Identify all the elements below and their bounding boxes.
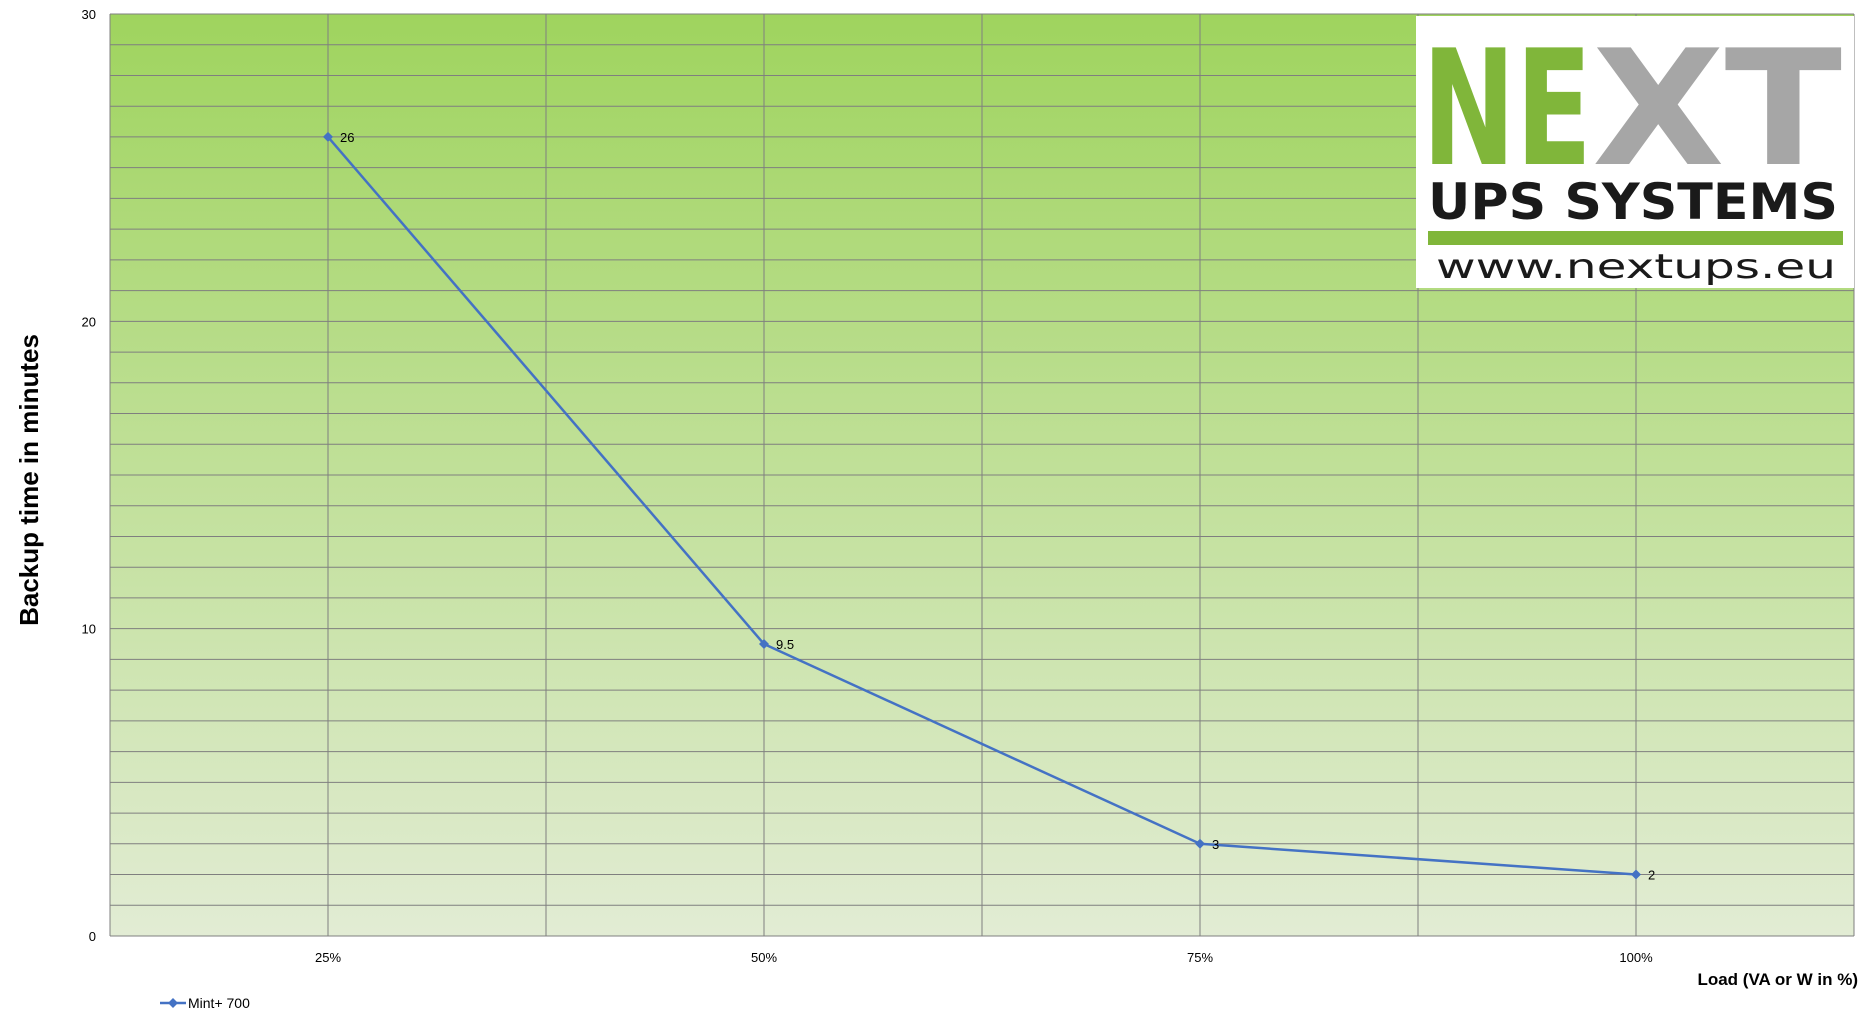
legend: Mint+ 700 — [160, 995, 250, 1011]
y-tick-label: 20 — [82, 314, 96, 329]
y-axis-title: Backup time in minutes — [14, 334, 44, 626]
legend-marker — [168, 998, 178, 1008]
x-tick-label: 25% — [315, 950, 341, 965]
data-label: 2 — [1648, 868, 1655, 883]
gridlines — [110, 13, 1855, 936]
data-point-marker — [323, 131, 333, 142]
series-line — [327, 136, 1637, 876]
logo-ups-systems: UPS SYSTEMS — [1428, 173, 1838, 231]
data-point-marker — [1195, 838, 1205, 849]
data-point-marker — [759, 639, 769, 650]
y-tick-label: 30 — [82, 7, 96, 22]
series-mint-700: 26 9.5 3 2 — [323, 130, 1655, 883]
x-tick-label: 50% — [751, 950, 777, 965]
x-axis-ticks: 25% 50% 75% 100% — [315, 950, 1653, 965]
x-axis-title: Load (VA or W in %) — [1697, 970, 1858, 989]
legend-label: Mint+ 700 — [188, 995, 250, 1011]
x-tick-label: 75% — [1187, 950, 1213, 965]
y-tick-label: 10 — [82, 622, 96, 637]
data-point-marker — [1631, 869, 1641, 880]
logo-letters-green: NE — [1422, 15, 1592, 202]
logo-website: www.nextups.eu — [1436, 247, 1836, 287]
x-tick-label: 100% — [1619, 950, 1653, 965]
logo-letters-gray: XT — [1592, 15, 1842, 202]
data-label: 26 — [340, 130, 354, 145]
data-label: 9.5 — [776, 637, 794, 652]
y-tick-label: 0 — [89, 929, 96, 944]
logo-green-bar — [1428, 231, 1843, 245]
y-axis-ticks: 0 10 20 30 — [82, 7, 96, 944]
nextups-logo: NE XT UPS SYSTEMS www.nextups.eu — [1416, 15, 1854, 288]
data-label: 3 — [1212, 837, 1219, 852]
